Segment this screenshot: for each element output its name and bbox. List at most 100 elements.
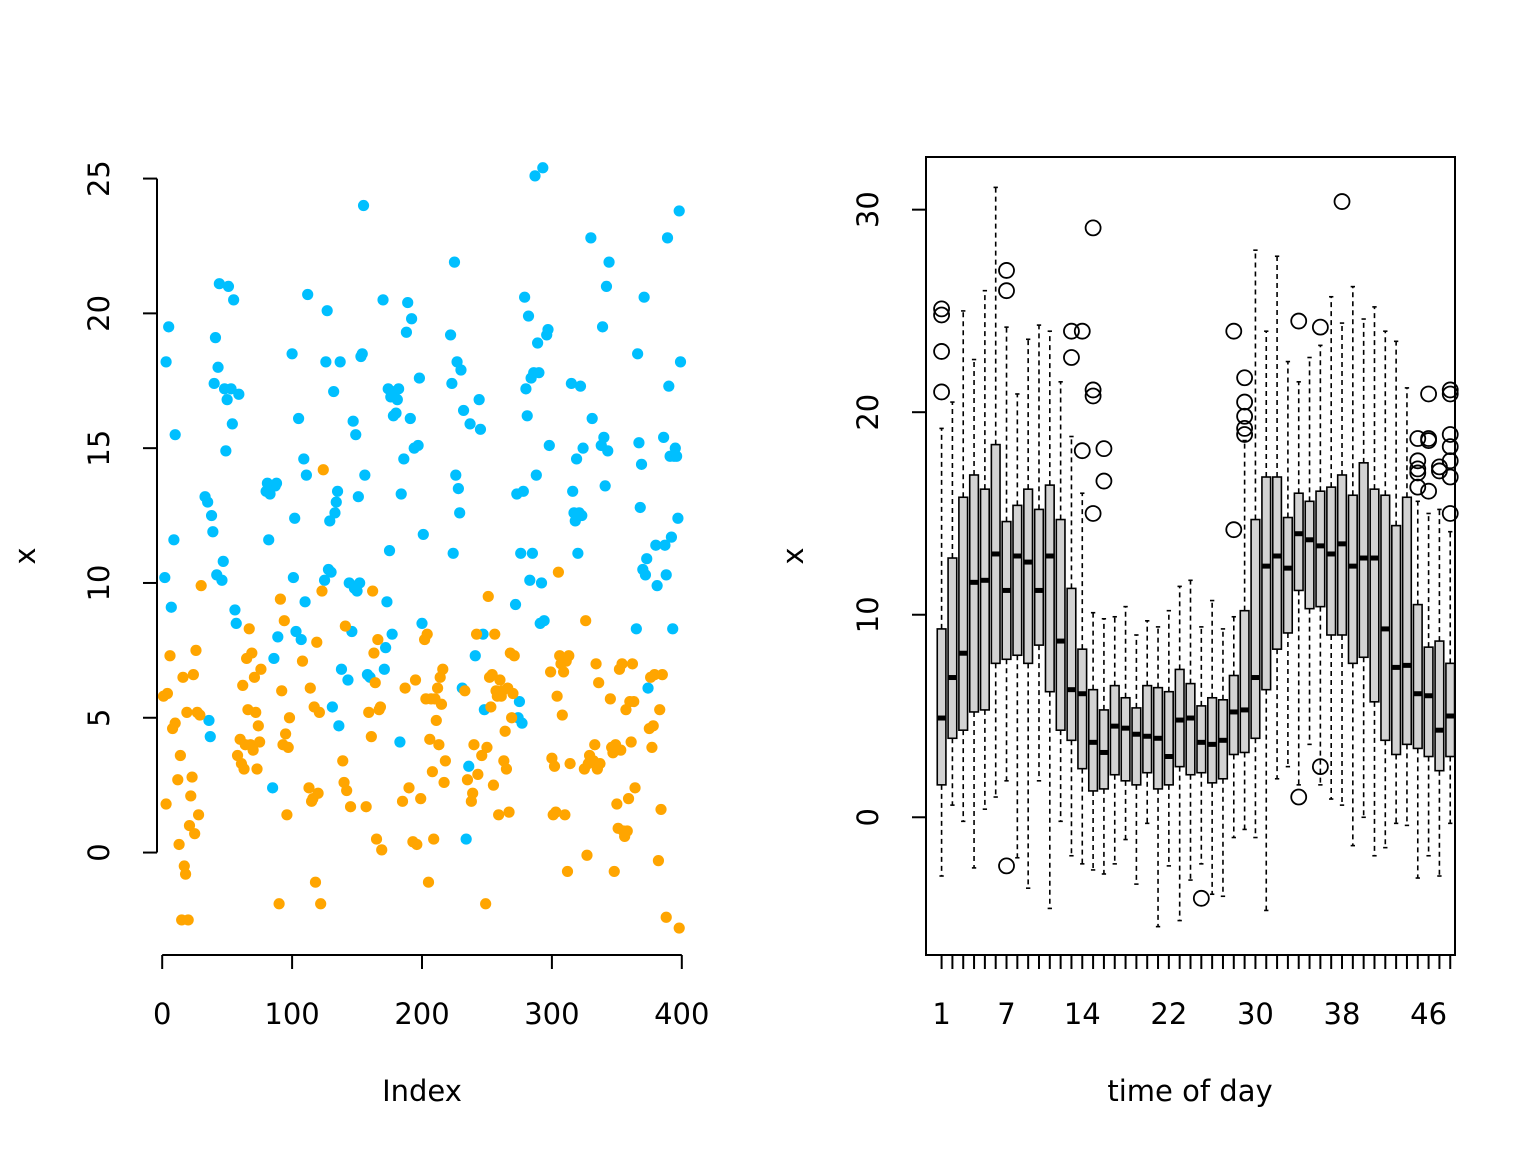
scatter-point — [313, 706, 325, 718]
box-body — [1120, 696, 1131, 782]
box-outlier — [933, 300, 950, 318]
scatter-point — [189, 828, 201, 840]
scatter-point — [315, 898, 327, 910]
box-outlier — [1095, 472, 1113, 490]
scatter-point — [335, 663, 348, 675]
scatter-point — [354, 577, 366, 589]
box-body — [1228, 674, 1239, 756]
scatter-point — [565, 377, 577, 390]
scatter-point — [416, 617, 428, 629]
scatter-point — [263, 534, 275, 546]
boxplot-axes: 1 7 14 22 30 38 46 0 10 20 30 — [851, 191, 1452, 1031]
box-outlier — [1236, 369, 1254, 387]
scatter-point — [209, 332, 222, 344]
scatter-point — [280, 728, 292, 740]
scatter-point — [625, 736, 637, 748]
box-outlier — [1311, 318, 1329, 336]
scatter-point — [160, 356, 172, 368]
scatter-x-tick-label: 300 — [524, 997, 579, 1031]
scatter-point — [381, 596, 393, 608]
scatter-point — [557, 666, 570, 678]
scatter-point — [516, 717, 528, 729]
scatter-point — [363, 706, 375, 718]
box-body — [1304, 500, 1315, 610]
scatter-point — [173, 838, 185, 851]
scatter-point — [169, 717, 181, 729]
box-body — [1131, 707, 1142, 786]
scatter-point — [663, 380, 675, 392]
scatter-point — [299, 596, 311, 608]
scatter-point — [503, 806, 515, 818]
scatter-point — [248, 671, 261, 683]
scatter-point — [459, 685, 471, 697]
scatter-point — [267, 782, 279, 794]
scatter-point — [303, 782, 315, 794]
box-outlier — [1290, 788, 1308, 806]
box-outlier — [1333, 193, 1351, 210]
scatter-point — [464, 418, 476, 430]
box-outlier — [1441, 381, 1459, 399]
box-22 — [1163, 609, 1174, 867]
scatter-point — [463, 760, 475, 772]
scatter-point — [543, 439, 555, 452]
box-outlier — [1420, 482, 1437, 500]
scatter-point — [268, 652, 280, 665]
box-31 — [1261, 330, 1272, 912]
scatter-point — [524, 574, 536, 586]
scatter-point — [567, 485, 579, 497]
scatter-point — [499, 725, 511, 737]
box-25 — [1192, 626, 1210, 907]
scatter-point — [289, 512, 301, 524]
scatter-point — [638, 291, 650, 303]
scatter-point — [450, 469, 462, 481]
scatter-point — [237, 679, 249, 692]
box-body — [1044, 484, 1055, 693]
scatter-point — [298, 453, 310, 465]
scatter-point — [368, 647, 380, 659]
box-outlier — [1084, 219, 1102, 237]
box-23 — [1174, 585, 1185, 922]
scatter-point — [559, 809, 571, 821]
box-7 — [998, 262, 1015, 875]
scatter-point — [611, 798, 623, 810]
box-outlier — [1084, 387, 1102, 405]
box-26 — [1207, 599, 1218, 896]
scatter-y-tick-label: 25 — [82, 160, 116, 197]
scatter-point — [586, 412, 598, 425]
boxplot-panel: 1 7 14 22 30 38 46 0 10 20 30 time of day x — [776, 156, 1459, 1108]
scatter-point — [634, 501, 646, 514]
scatter-point — [181, 706, 193, 718]
scatter-point — [472, 768, 484, 780]
box-47 — [1431, 458, 1448, 877]
box-10 — [1033, 324, 1045, 782]
scatter-point — [195, 580, 207, 592]
box-outlier — [1192, 889, 1210, 907]
scatter-point — [377, 294, 389, 306]
scatter-point — [570, 453, 583, 465]
boxplot-boxes — [933, 186, 1459, 928]
box-outlier — [1225, 322, 1243, 340]
box-39 — [1347, 285, 1358, 847]
scatter-point — [402, 296, 414, 309]
scatter-point — [603, 256, 615, 268]
scatter-point — [217, 555, 229, 567]
scatter-point — [515, 547, 527, 559]
scatter-point — [545, 666, 557, 678]
scatter-point — [480, 898, 492, 910]
scatter-point — [455, 364, 467, 376]
box-33 — [1282, 360, 1294, 768]
box-8 — [1012, 393, 1023, 859]
boxplot-x-tick-label: 22 — [1150, 997, 1187, 1031]
scatter-point — [674, 356, 687, 368]
scatter-point — [159, 571, 171, 584]
box-outlier — [1236, 393, 1254, 411]
scatter-point — [399, 682, 411, 694]
box-30 — [1250, 249, 1261, 839]
scatter-point — [337, 755, 349, 767]
scatter-point — [302, 288, 314, 301]
box-body — [1066, 587, 1077, 742]
scatter-point — [660, 911, 672, 923]
scatter-point — [255, 663, 267, 675]
box-37 — [1326, 295, 1337, 800]
box-body — [1077, 648, 1088, 770]
